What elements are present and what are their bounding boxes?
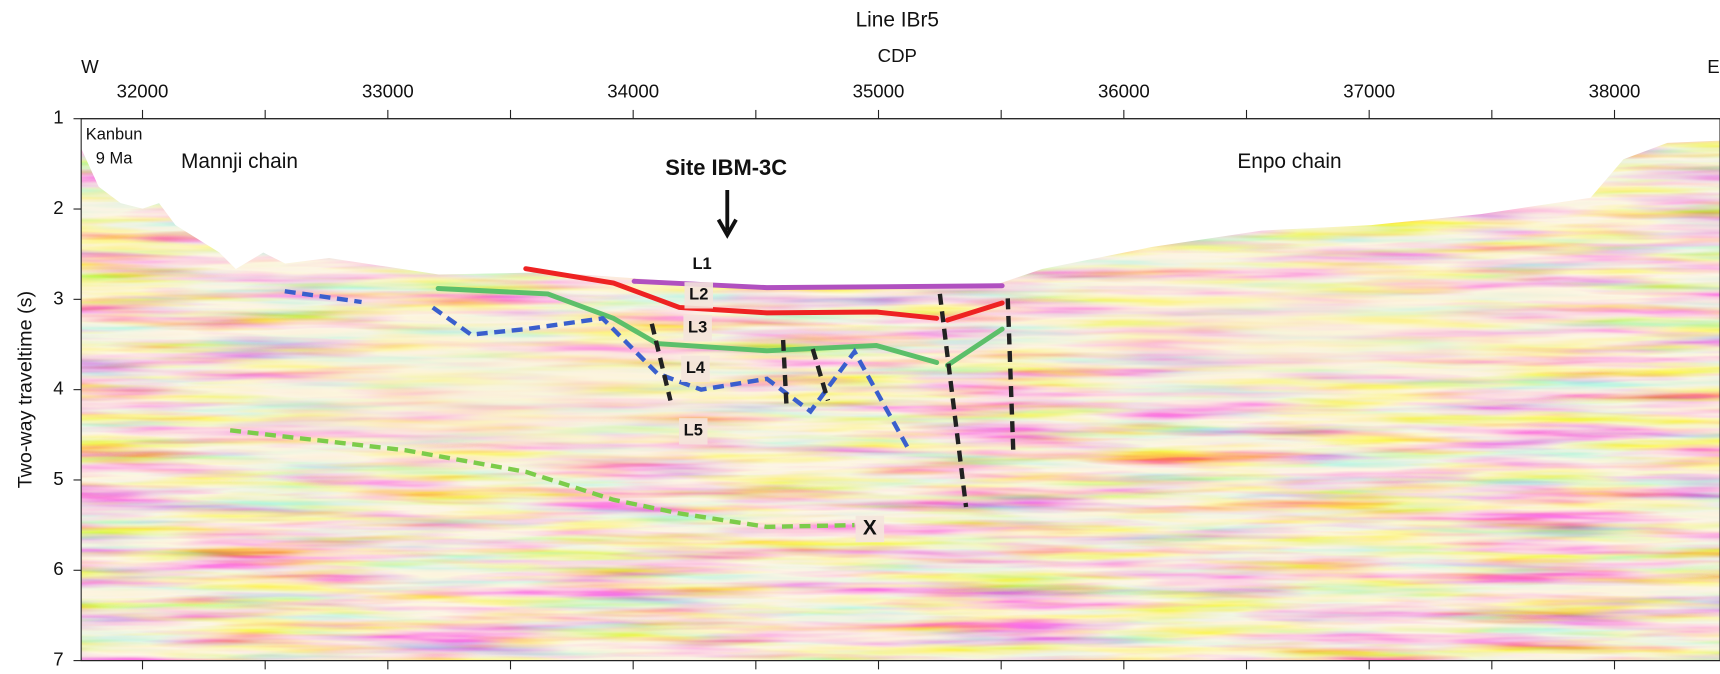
water-column xyxy=(81,118,1720,288)
x-tick-label: 33000 xyxy=(362,80,414,101)
annotation: L3 xyxy=(688,319,707,337)
annotation: Kanbun xyxy=(86,126,143,144)
annotation: L4 xyxy=(686,359,706,377)
chart-title: Line IBr5 xyxy=(856,9,939,32)
y-tick-label: 5 xyxy=(53,468,63,489)
interpreted-horizon xyxy=(523,266,940,321)
y-tick-label: 1 xyxy=(53,107,63,128)
annotation: Mannji chain xyxy=(181,150,298,173)
seismic-image xyxy=(81,118,1720,661)
interpreted-horizon xyxy=(631,278,1005,291)
interpreted-horizon xyxy=(431,305,912,452)
x-tick-label: 34000 xyxy=(607,80,659,101)
x-tick-label: 32000 xyxy=(117,80,169,101)
interpreted-horizon xyxy=(810,348,831,402)
interpreted-horizon xyxy=(284,289,362,305)
label-box xyxy=(684,282,714,309)
x-tick-label: 37000 xyxy=(1343,80,1395,101)
interpreted-horizon xyxy=(1005,298,1016,451)
annotation: X xyxy=(863,516,877,539)
interpreted-horizon xyxy=(229,428,855,530)
x-tick-label: 36000 xyxy=(1098,80,1150,101)
y-tick-label: 4 xyxy=(53,378,63,399)
site-arrow xyxy=(716,190,738,239)
interpreted-horizon xyxy=(649,323,673,402)
interpreted-horizon xyxy=(780,339,789,407)
x-tick-label: 38000 xyxy=(1589,80,1641,101)
annotation: L5 xyxy=(684,422,703,440)
label-box xyxy=(855,515,885,543)
annotation: L2 xyxy=(689,286,708,304)
y-tick-label: 2 xyxy=(53,197,63,218)
label-box xyxy=(683,315,712,342)
annotation: Site IBM-3C xyxy=(665,155,787,180)
interpreted-horizon xyxy=(944,300,1005,323)
y-tick-label: 3 xyxy=(53,287,63,308)
label-box xyxy=(681,355,710,382)
annotation: L1 xyxy=(692,255,711,273)
interpreted-horizon xyxy=(937,293,969,508)
east-label: E xyxy=(1707,56,1719,77)
x-axis-label: CDP xyxy=(878,45,917,66)
bright-zone xyxy=(921,241,1668,418)
x-tick-label: 35000 xyxy=(853,80,905,101)
annotation: 9 Ma xyxy=(96,150,133,168)
y-tick-label: 6 xyxy=(53,558,63,579)
y-tick-label: 7 xyxy=(53,649,63,670)
label-box xyxy=(679,418,708,445)
interpreted-horizon xyxy=(944,326,1005,368)
west-label: W xyxy=(81,56,99,77)
y-axis-label: Two-way traveltime (s) xyxy=(15,291,37,488)
annotation: Enpo chain xyxy=(1237,150,1341,173)
